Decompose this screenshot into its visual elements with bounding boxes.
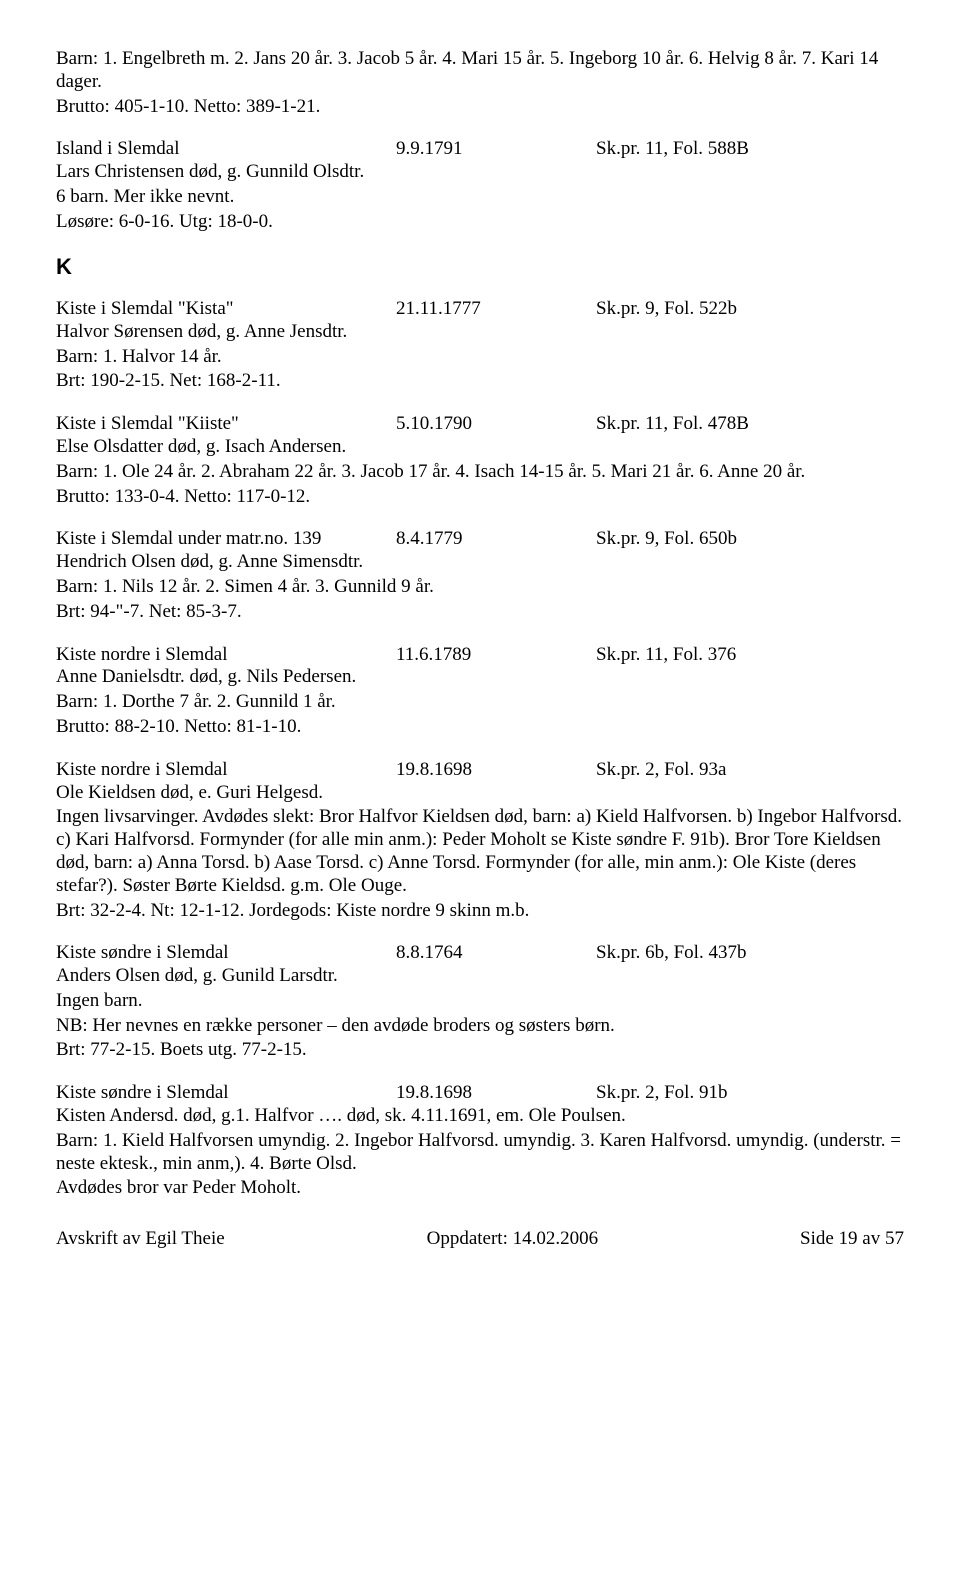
entry-block: Kiste i Slemdal "Kiiste" 5.10.1790 Sk.pr… xyxy=(56,413,904,508)
entry-line: Anne Danielsdtr. død, g. Nils Pedersen. xyxy=(56,666,904,689)
entry-line: Ole Kieldsen død, e. Guri Helgesd. xyxy=(56,782,904,805)
entry-line: Barn: 1. Kield Halfvorsen umyndig. 2. In… xyxy=(56,1130,904,1176)
entry-line: Barn: 1. Ole 24 år. 2. Abraham 22 år. 3.… xyxy=(56,461,904,484)
entry-date: 8.4.1779 xyxy=(396,528,596,551)
entry-block: Kiste i Slemdal "Kista" 21.11.1777 Sk.pr… xyxy=(56,298,904,393)
entry-header: Island i Slemdal 9.9.1791 Sk.pr. 11, Fol… xyxy=(56,138,904,161)
intro-line: Brutto: 405-1-10. Netto: 389-1-21. xyxy=(56,96,904,119)
entry-date: 21.11.1777 xyxy=(396,298,596,321)
entry-ref: Sk.pr. 9, Fol. 650b xyxy=(596,528,904,551)
entry-header: Kiste nordre i Slemdal 11.6.1789 Sk.pr. … xyxy=(56,644,904,667)
entry-ref: Sk.pr. 11, Fol. 588B xyxy=(596,138,904,161)
entry-ref: Sk.pr. 11, Fol. 376 xyxy=(596,644,904,667)
entry-block: Kiste nordre i Slemdal 11.6.1789 Sk.pr. … xyxy=(56,644,904,739)
entry-block: Kiste søndre i Slemdal 19.8.1698 Sk.pr. … xyxy=(56,1082,904,1200)
entry-place: Kiste i Slemdal under matr.no. 139 xyxy=(56,528,396,551)
entry-place: Kiste nordre i Slemdal xyxy=(56,759,396,782)
entry-date: 11.6.1789 xyxy=(396,644,596,667)
entry-ref: Sk.pr. 6b, Fol. 437b xyxy=(596,942,904,965)
intro-line: Barn: 1. Engelbreth m. 2. Jans 20 år. 3.… xyxy=(56,48,904,94)
footer-author: Avskrift av Egil Theie xyxy=(56,1228,225,1251)
page-footer: Avskrift av Egil Theie Oppdatert: 14.02.… xyxy=(56,1228,904,1251)
entry-date: 19.8.1698 xyxy=(396,1082,596,1105)
entry-line: Brt: 94-"-7. Net: 85-3-7. xyxy=(56,601,904,624)
entry-date: 9.9.1791 xyxy=(396,138,596,161)
entry-header: Kiste nordre i Slemdal 19.8.1698 Sk.pr. … xyxy=(56,759,904,782)
entry-place: Kiste søndre i Slemdal xyxy=(56,942,396,965)
entry-header: Kiste i Slemdal "Kiiste" 5.10.1790 Sk.pr… xyxy=(56,413,904,436)
entry-line: Barn: 1. Nils 12 år. 2. Simen 4 år. 3. G… xyxy=(56,576,904,599)
entry-ref: Sk.pr. 2, Fol. 93a xyxy=(596,759,904,782)
entry-line: Barn: 1. Halvor 14 år. xyxy=(56,346,904,369)
entry-place: Kiste søndre i Slemdal xyxy=(56,1082,396,1105)
entry-line: Løsøre: 6-0-16. Utg: 18-0-0. xyxy=(56,211,904,234)
entry-place: Kiste nordre i Slemdal xyxy=(56,644,396,667)
entry-date: 8.8.1764 xyxy=(396,942,596,965)
entry-ref: Sk.pr. 11, Fol. 478B xyxy=(596,413,904,436)
entry-header: Kiste i Slemdal "Kista" 21.11.1777 Sk.pr… xyxy=(56,298,904,321)
footer-date: Oppdatert: 14.02.2006 xyxy=(427,1228,599,1251)
entry-line: Kisten Andersd. død, g.1. Halfvor …. død… xyxy=(56,1105,904,1128)
entry-line: Ingen barn. xyxy=(56,990,904,1013)
entry-line: Avdødes bror var Peder Moholt. xyxy=(56,1177,904,1200)
entry-line: Brutto: 133-0-4. Netto: 117-0-12. xyxy=(56,486,904,509)
entry-header: Kiste i Slemdal under matr.no. 139 8.4.1… xyxy=(56,528,904,551)
entry-line: Halvor Sørensen død, g. Anne Jensdtr. xyxy=(56,321,904,344)
entry-line: Brt: 190-2-15. Net: 168-2-11. xyxy=(56,370,904,393)
entry-block: Kiste søndre i Slemdal 8.8.1764 Sk.pr. 6… xyxy=(56,942,904,1062)
entry-line: Brt: 77-2-15. Boets utg. 77-2-15. xyxy=(56,1039,904,1062)
entry-header: Kiste søndre i Slemdal 19.8.1698 Sk.pr. … xyxy=(56,1082,904,1105)
footer-page: Side 19 av 57 xyxy=(800,1228,904,1251)
entry-line: Brt: 32-2-4. Nt: 12-1-12. Jordegods: Kis… xyxy=(56,900,904,923)
entry-header: Kiste søndre i Slemdal 8.8.1764 Sk.pr. 6… xyxy=(56,942,904,965)
intro-block: Barn: 1. Engelbreth m. 2. Jans 20 år. 3.… xyxy=(56,48,904,118)
entry-line: NB: Her nevnes en række personer – den a… xyxy=(56,1015,904,1038)
entry-line: Anders Olsen død, g. Gunild Larsdtr. xyxy=(56,965,904,988)
entry-place: Kiste i Slemdal "Kiiste" xyxy=(56,413,396,436)
entry-place: Kiste i Slemdal "Kista" xyxy=(56,298,396,321)
entry-ref: Sk.pr. 9, Fol. 522b xyxy=(596,298,904,321)
entry-block: Kiste i Slemdal under matr.no. 139 8.4.1… xyxy=(56,528,904,623)
section-heading-k: K xyxy=(56,254,904,280)
entry-line: Barn: 1. Dorthe 7 år. 2. Gunnild 1 år. xyxy=(56,691,904,714)
entry-date: 19.8.1698 xyxy=(396,759,596,782)
entry-date: 5.10.1790 xyxy=(396,413,596,436)
entry-ref: Sk.pr. 2, Fol. 91b xyxy=(596,1082,904,1105)
entry-block: Island i Slemdal 9.9.1791 Sk.pr. 11, Fol… xyxy=(56,138,904,233)
entry-line: 6 barn. Mer ikke nevnt. xyxy=(56,186,904,209)
entry-line: Ingen livsarvinger. Avdødes slekt: Bror … xyxy=(56,806,904,897)
entry-place: Island i Slemdal xyxy=(56,138,396,161)
entry-line: Hendrich Olsen død, g. Anne Simensdtr. xyxy=(56,551,904,574)
entry-line: Lars Christensen død, g. Gunnild Olsdtr. xyxy=(56,161,904,184)
entry-line: Else Olsdatter død, g. Isach Andersen. xyxy=(56,436,904,459)
entry-line: Brutto: 88-2-10. Netto: 81-1-10. xyxy=(56,716,904,739)
entry-block: Kiste nordre i Slemdal 19.8.1698 Sk.pr. … xyxy=(56,759,904,923)
